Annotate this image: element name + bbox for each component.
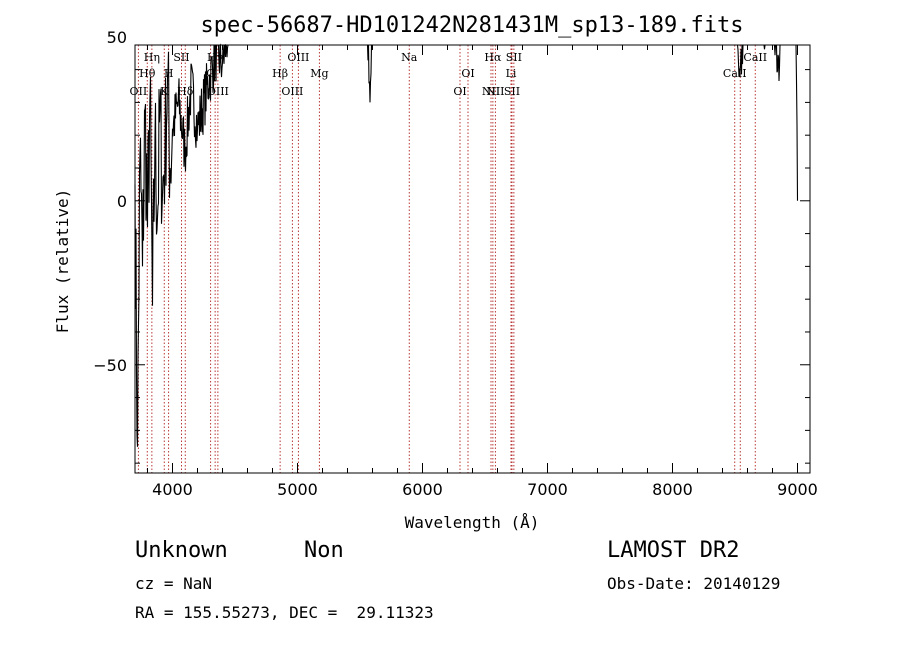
spectral-line-label: CaII <box>723 67 747 80</box>
x-axis-label: Wavelength (Å) <box>405 513 540 532</box>
spectral-line-label: NII <box>486 85 504 98</box>
spectral-line-label: Hα <box>484 51 502 64</box>
spectral-line-label: Mg <box>310 67 328 80</box>
x-tick-label: 4000 <box>152 480 193 499</box>
spectral-line-label: Hθ <box>139 67 156 80</box>
coordinates-text: RA = 155.55273, DEC = 29.11323 <box>135 603 434 622</box>
spectral-line-label: OII <box>130 85 148 98</box>
object-class: Unknown <box>135 538 228 563</box>
spectral-line-label: NII <box>482 85 500 98</box>
x-tick-label: 7000 <box>527 480 568 499</box>
y-tick-label: 50 <box>107 28 127 47</box>
spectral-line-label: OI <box>453 85 466 98</box>
spectral-line-label: OIII <box>281 85 303 98</box>
survey-name: LAMOST DR2 <box>607 538 740 563</box>
y-tick-label: 0 <box>117 192 127 211</box>
plot-frame <box>134 44 811 474</box>
spectral-line-label: Na <box>401 51 418 64</box>
spectral-line-label: K <box>160 85 169 98</box>
y-axis-label: Flux (relative) <box>53 189 72 334</box>
spectral-line-markers <box>137 45 756 473</box>
chart-title: spec-56687-HD101242N281431M_sp13-189.fit… <box>200 13 743 38</box>
spectral-line-label: Li <box>506 67 517 80</box>
spectral-line-label: OIII <box>287 51 309 64</box>
spectral-line-label: SII <box>504 85 520 98</box>
x-tick-label: 9000 <box>777 480 818 499</box>
x-tick-label: 5000 <box>277 480 318 499</box>
spectral-line-label: SII <box>173 51 189 64</box>
obs-date-text: Obs-Date: 20140129 <box>607 574 781 593</box>
object-subclass: Non <box>304 538 344 563</box>
axis-ticks: 4000 5000 6000 7000 8000 9000 −50 0 50 <box>93 28 818 499</box>
redshift-text: cz = NaN <box>135 574 213 593</box>
spectral-line-label: OIII <box>207 85 229 98</box>
y-tick-label: −50 <box>93 356 127 375</box>
spectral-line-label: SII <box>506 51 522 64</box>
x-tick-label: 8000 <box>652 480 693 499</box>
x-tick-label: 6000 <box>402 480 443 499</box>
spectral-line-label: Hη <box>144 51 160 64</box>
spectral-line-label: CaII <box>743 51 767 64</box>
spectrum-series-line <box>134 43 799 447</box>
spectral-line-label: Hβ <box>272 67 288 80</box>
spectral-line-label: OI <box>461 67 474 80</box>
